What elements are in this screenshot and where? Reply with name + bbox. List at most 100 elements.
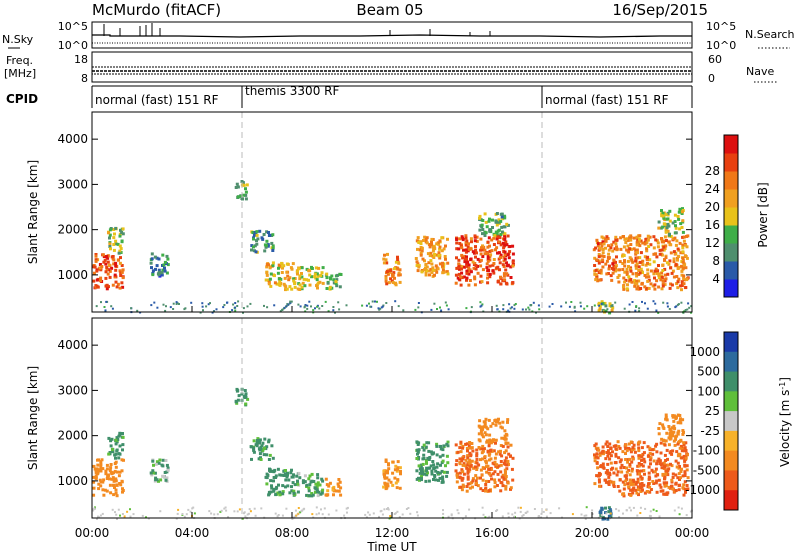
- echo-cell: [632, 443, 636, 447]
- echo-cell: [681, 432, 685, 436]
- echo-cell: [488, 228, 492, 232]
- echo-cell: [317, 266, 321, 270]
- clutter-cell: [299, 511, 302, 514]
- echo-cell: [492, 258, 496, 261]
- echo-cell: [293, 277, 297, 280]
- clutter-cell: [591, 509, 594, 512]
- clutter-cell: [389, 515, 392, 517]
- echo-cell: [498, 261, 502, 265]
- echo-cell: [604, 262, 608, 266]
- echo-cell: [488, 229, 492, 233]
- echo-cell: [657, 226, 661, 230]
- echo-cell: [488, 272, 492, 276]
- echo-cell: [475, 235, 479, 239]
- echo-cell: [643, 242, 647, 246]
- echo-cell: [659, 441, 663, 445]
- echo-cell: [594, 442, 598, 446]
- nave-tick-high: 60: [708, 53, 722, 66]
- echo-cell: [428, 456, 432, 459]
- echo-cell: [256, 237, 260, 241]
- echo-cell: [637, 265, 641, 269]
- echo-cell: [109, 470, 113, 474]
- echo-cell: [500, 215, 504, 219]
- clutter-cell: [537, 304, 540, 307]
- echo-cell: [657, 276, 661, 280]
- echo-cell: [478, 419, 482, 423]
- echo-cell: [435, 442, 439, 446]
- echo-cell: [252, 450, 256, 454]
- echo-cell: [397, 261, 401, 265]
- echo-cell: [488, 249, 492, 253]
- echo-cell: [627, 279, 631, 283]
- echo-cell: [105, 255, 109, 258]
- echo-cell: [649, 269, 653, 273]
- clutter-cell: [304, 304, 307, 306]
- clutter-cell: [246, 513, 249, 516]
- echo-cell: [265, 243, 268, 247]
- echo-cell: [646, 490, 650, 493]
- echo-cell: [112, 262, 116, 266]
- echo-cell: [463, 260, 467, 264]
- power-colorbar-swatch: [724, 189, 738, 208]
- echo-cell: [430, 472, 434, 476]
- echo-cell: [626, 482, 630, 486]
- clutter-cell: [232, 303, 235, 306]
- echo-cell: [596, 244, 600, 248]
- clutter-cell: [324, 300, 327, 303]
- echo-cell: [466, 482, 470, 486]
- echo-cell: [159, 478, 163, 482]
- echo-cell: [421, 457, 425, 461]
- echo-cell: [503, 234, 507, 238]
- echo-cell: [435, 242, 439, 246]
- echo-cell: [417, 457, 420, 461]
- echo-cell: [120, 469, 124, 473]
- echo-cell: [329, 277, 332, 281]
- clutter-cell: [327, 513, 330, 516]
- echo-cell: [641, 263, 645, 267]
- clutter-cell: [249, 302, 252, 305]
- clutter-cell: [583, 514, 586, 517]
- echo-cell: [316, 286, 319, 290]
- echo-cell: [496, 229, 500, 233]
- echo-cell: [655, 442, 659, 446]
- echo-cell: [673, 427, 677, 431]
- clutter-cell: [519, 506, 522, 509]
- echo-cell: [499, 460, 503, 463]
- echo-cell: [108, 269, 112, 273]
- echo-cell: [432, 256, 436, 259]
- clutter-cell: [260, 507, 263, 510]
- echo-cell: [384, 484, 387, 488]
- velocity-echoes: [92, 387, 693, 521]
- echo-cell: [112, 479, 116, 483]
- echo-cell: [677, 277, 681, 281]
- echo-cell: [483, 431, 487, 435]
- echo-cell: [92, 271, 96, 275]
- echo-cell: [503, 429, 507, 433]
- echo-cell: [444, 257, 447, 261]
- echo-cell: [457, 262, 461, 266]
- echo-cell: [464, 241, 468, 245]
- echo-cell: [506, 481, 510, 485]
- cpid-panel: CPID normal (fast) 151 RF themis 3300 RF…: [6, 84, 693, 108]
- echo-cell: [626, 238, 630, 242]
- echo-cell: [292, 491, 296, 495]
- echo-cell: [255, 242, 259, 246]
- echo-cell: [652, 235, 656, 239]
- echo-cell: [101, 253, 105, 257]
- echo-cell: [677, 472, 681, 476]
- echo-cell: [614, 444, 618, 448]
- echo-cell: [678, 227, 682, 231]
- echo-cell: [680, 280, 684, 284]
- echo-cell: [471, 250, 475, 254]
- echo-cell: [316, 483, 320, 487]
- xtick-label: 16:00: [475, 526, 510, 540]
- echo-cell: [298, 274, 302, 278]
- echo-cell: [119, 271, 123, 275]
- echo-cell: [460, 478, 464, 482]
- echo-cell: [499, 463, 503, 467]
- clutter-cell: [176, 512, 179, 515]
- echo-cell: [632, 480, 636, 484]
- echo-cell: [114, 268, 118, 272]
- clutter-cell: [372, 512, 375, 515]
- echo-cell: [655, 255, 659, 259]
